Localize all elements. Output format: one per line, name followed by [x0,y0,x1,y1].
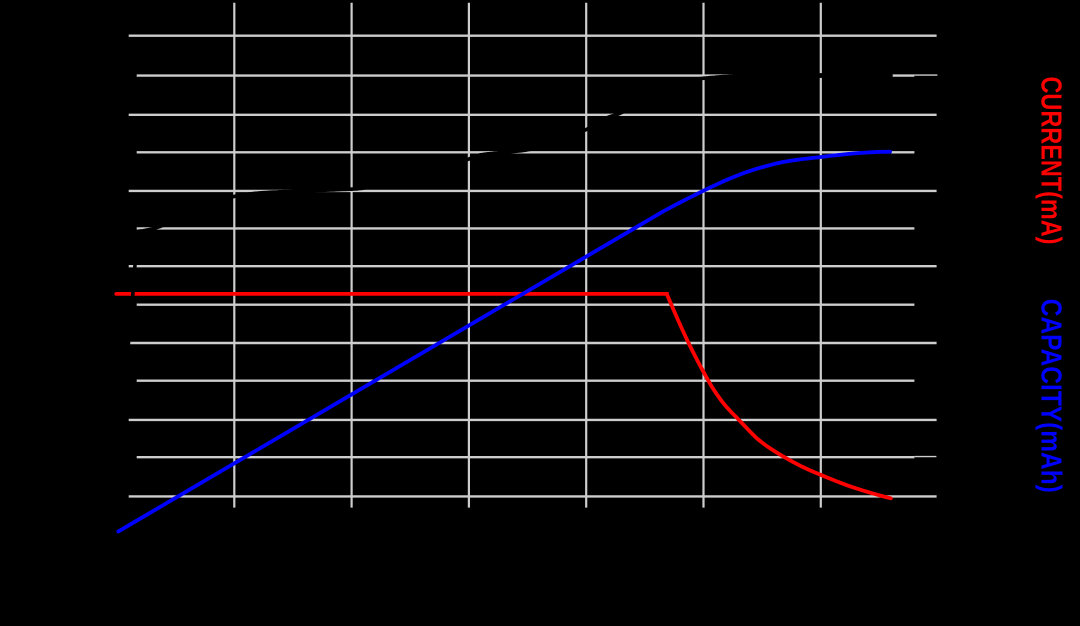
svg-text:CURRENT(mA): CURRENT(mA) [1035,77,1067,245]
svg-text:CAPACITY(mAh): CAPACITY(mAh) [1035,299,1067,493]
